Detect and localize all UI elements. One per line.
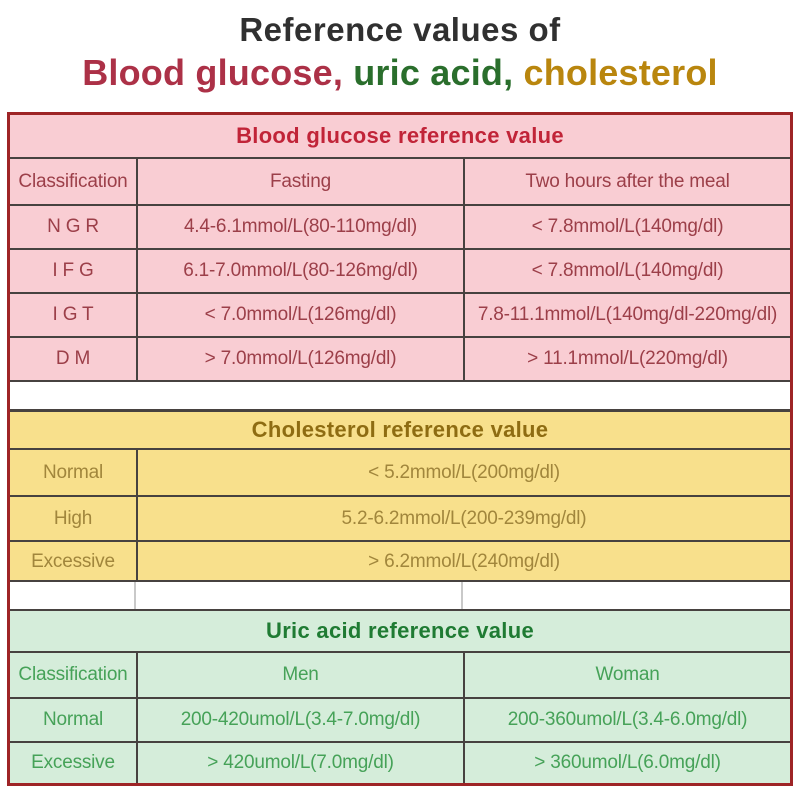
page-subtitle: Blood glucose, uric acid, cholesterol	[0, 51, 800, 93]
glucose-cell-igt-postmeal: 7.8-11.1mmol/L(140mg/dl-220mg/dl)	[463, 292, 790, 336]
uric-acid-table-title: Uric acid reference value	[10, 611, 790, 653]
uric-col-header-woman: Woman	[463, 653, 790, 697]
glucose-col-header-two-hours: Two hours after the meal	[463, 159, 790, 204]
uric-row-label-normal: Normal	[10, 697, 136, 741]
uric-acid-table: Uric acid reference value Classification…	[10, 609, 790, 783]
glucose-cell-dm-fasting: > 7.0mmol/L(126mg/dl)	[136, 336, 463, 380]
table-gap-2	[10, 582, 790, 609]
uric-col-header-classification: Classification	[18, 664, 128, 685]
cholesterol-table: Cholesterol reference value Normal < 5.2…	[10, 409, 790, 582]
blood-glucose-grid: Classification Fasting Two hours after t…	[10, 159, 790, 380]
cholesterol-row-label-high: High	[10, 495, 136, 540]
blood-glucose-table-title: Blood glucose reference value	[10, 115, 790, 159]
cholesterol-cell-normal-value: < 5.2mmol/L(200mg/dl)	[136, 450, 790, 495]
glucose-cell-dm-postmeal: > 11.1mmol/L(220mg/dl)	[463, 336, 790, 380]
cholesterol-grid: Normal < 5.2mmol/L(200mg/dl) High 5.2-6.…	[10, 450, 790, 582]
page-title: Reference values of	[239, 11, 561, 48]
glucose-row-label-ngr: N G R	[10, 204, 136, 248]
page-heading: Reference values of Blood glucose, uric …	[0, 8, 800, 92]
cholesterol-row-label-excessive: Excessive	[10, 540, 136, 582]
glucose-cell-ngr-postmeal: < 7.8mmol/L(140mg/dl)	[463, 204, 790, 248]
uric-cell-normal-woman: 200-360umol/L(3.4-6.0mg/dl)	[463, 697, 790, 741]
subtitle-word-cholesterol: cholesterol	[523, 51, 718, 93]
subtitle-word-blood-glucose: Blood glucose,	[82, 51, 344, 93]
glucose-cell-ngr-fasting: 4.4-6.1mmol/L(80-110mg/dl)	[136, 204, 463, 248]
uric-col-header-men: Men	[136, 653, 463, 697]
blood-glucose-table: Blood glucose reference value Classifica…	[10, 115, 790, 382]
glucose-row-label-dm: D M	[10, 336, 136, 380]
uric-cell-excessive-woman: > 360umol/L(6.0mg/dl)	[463, 741, 790, 783]
glucose-col-header-classification: Classification	[18, 170, 128, 192]
gap-column-line-right	[461, 582, 463, 609]
glucose-row-label-igt: I G T	[10, 292, 136, 336]
cholesterol-cell-high-value: 5.2-6.2mmol/L(200-239mg/dl)	[136, 495, 790, 540]
cholesterol-row-label-normal: Normal	[42, 461, 104, 483]
gap-column-line-left	[134, 582, 136, 609]
cholesterol-table-title: Cholesterol reference value	[10, 412, 790, 450]
cholesterol-cell-excessive-value: > 6.2mmol/L(240mg/dl)	[136, 540, 790, 582]
uric-acid-grid: Classification Men Woman Normal 200-420u…	[10, 653, 790, 783]
uric-cell-excessive-men: > 420umol/L(7.0mg/dl)	[136, 741, 463, 783]
table-gap-1	[10, 382, 790, 409]
glucose-cell-ifg-fasting: 6.1-7.0mmol/L(80-126mg/dl)	[136, 248, 463, 292]
uric-cell-normal-men: 200-420umol/L(3.4-7.0mg/dl)	[136, 697, 463, 741]
glucose-cell-igt-fasting: < 7.0mmol/L(126mg/dl)	[136, 292, 463, 336]
reference-tables-board: Blood glucose reference value Classifica…	[7, 112, 793, 786]
subtitle-word-uric-acid: uric acid,	[353, 51, 514, 93]
glucose-row-label-ifg: I F G	[10, 248, 136, 292]
uric-row-label-excessive: Excessive	[10, 741, 136, 783]
glucose-col-header-fasting: Fasting	[136, 159, 463, 204]
glucose-cell-ifg-postmeal: < 7.8mmol/L(140mg/dl)	[463, 248, 790, 292]
